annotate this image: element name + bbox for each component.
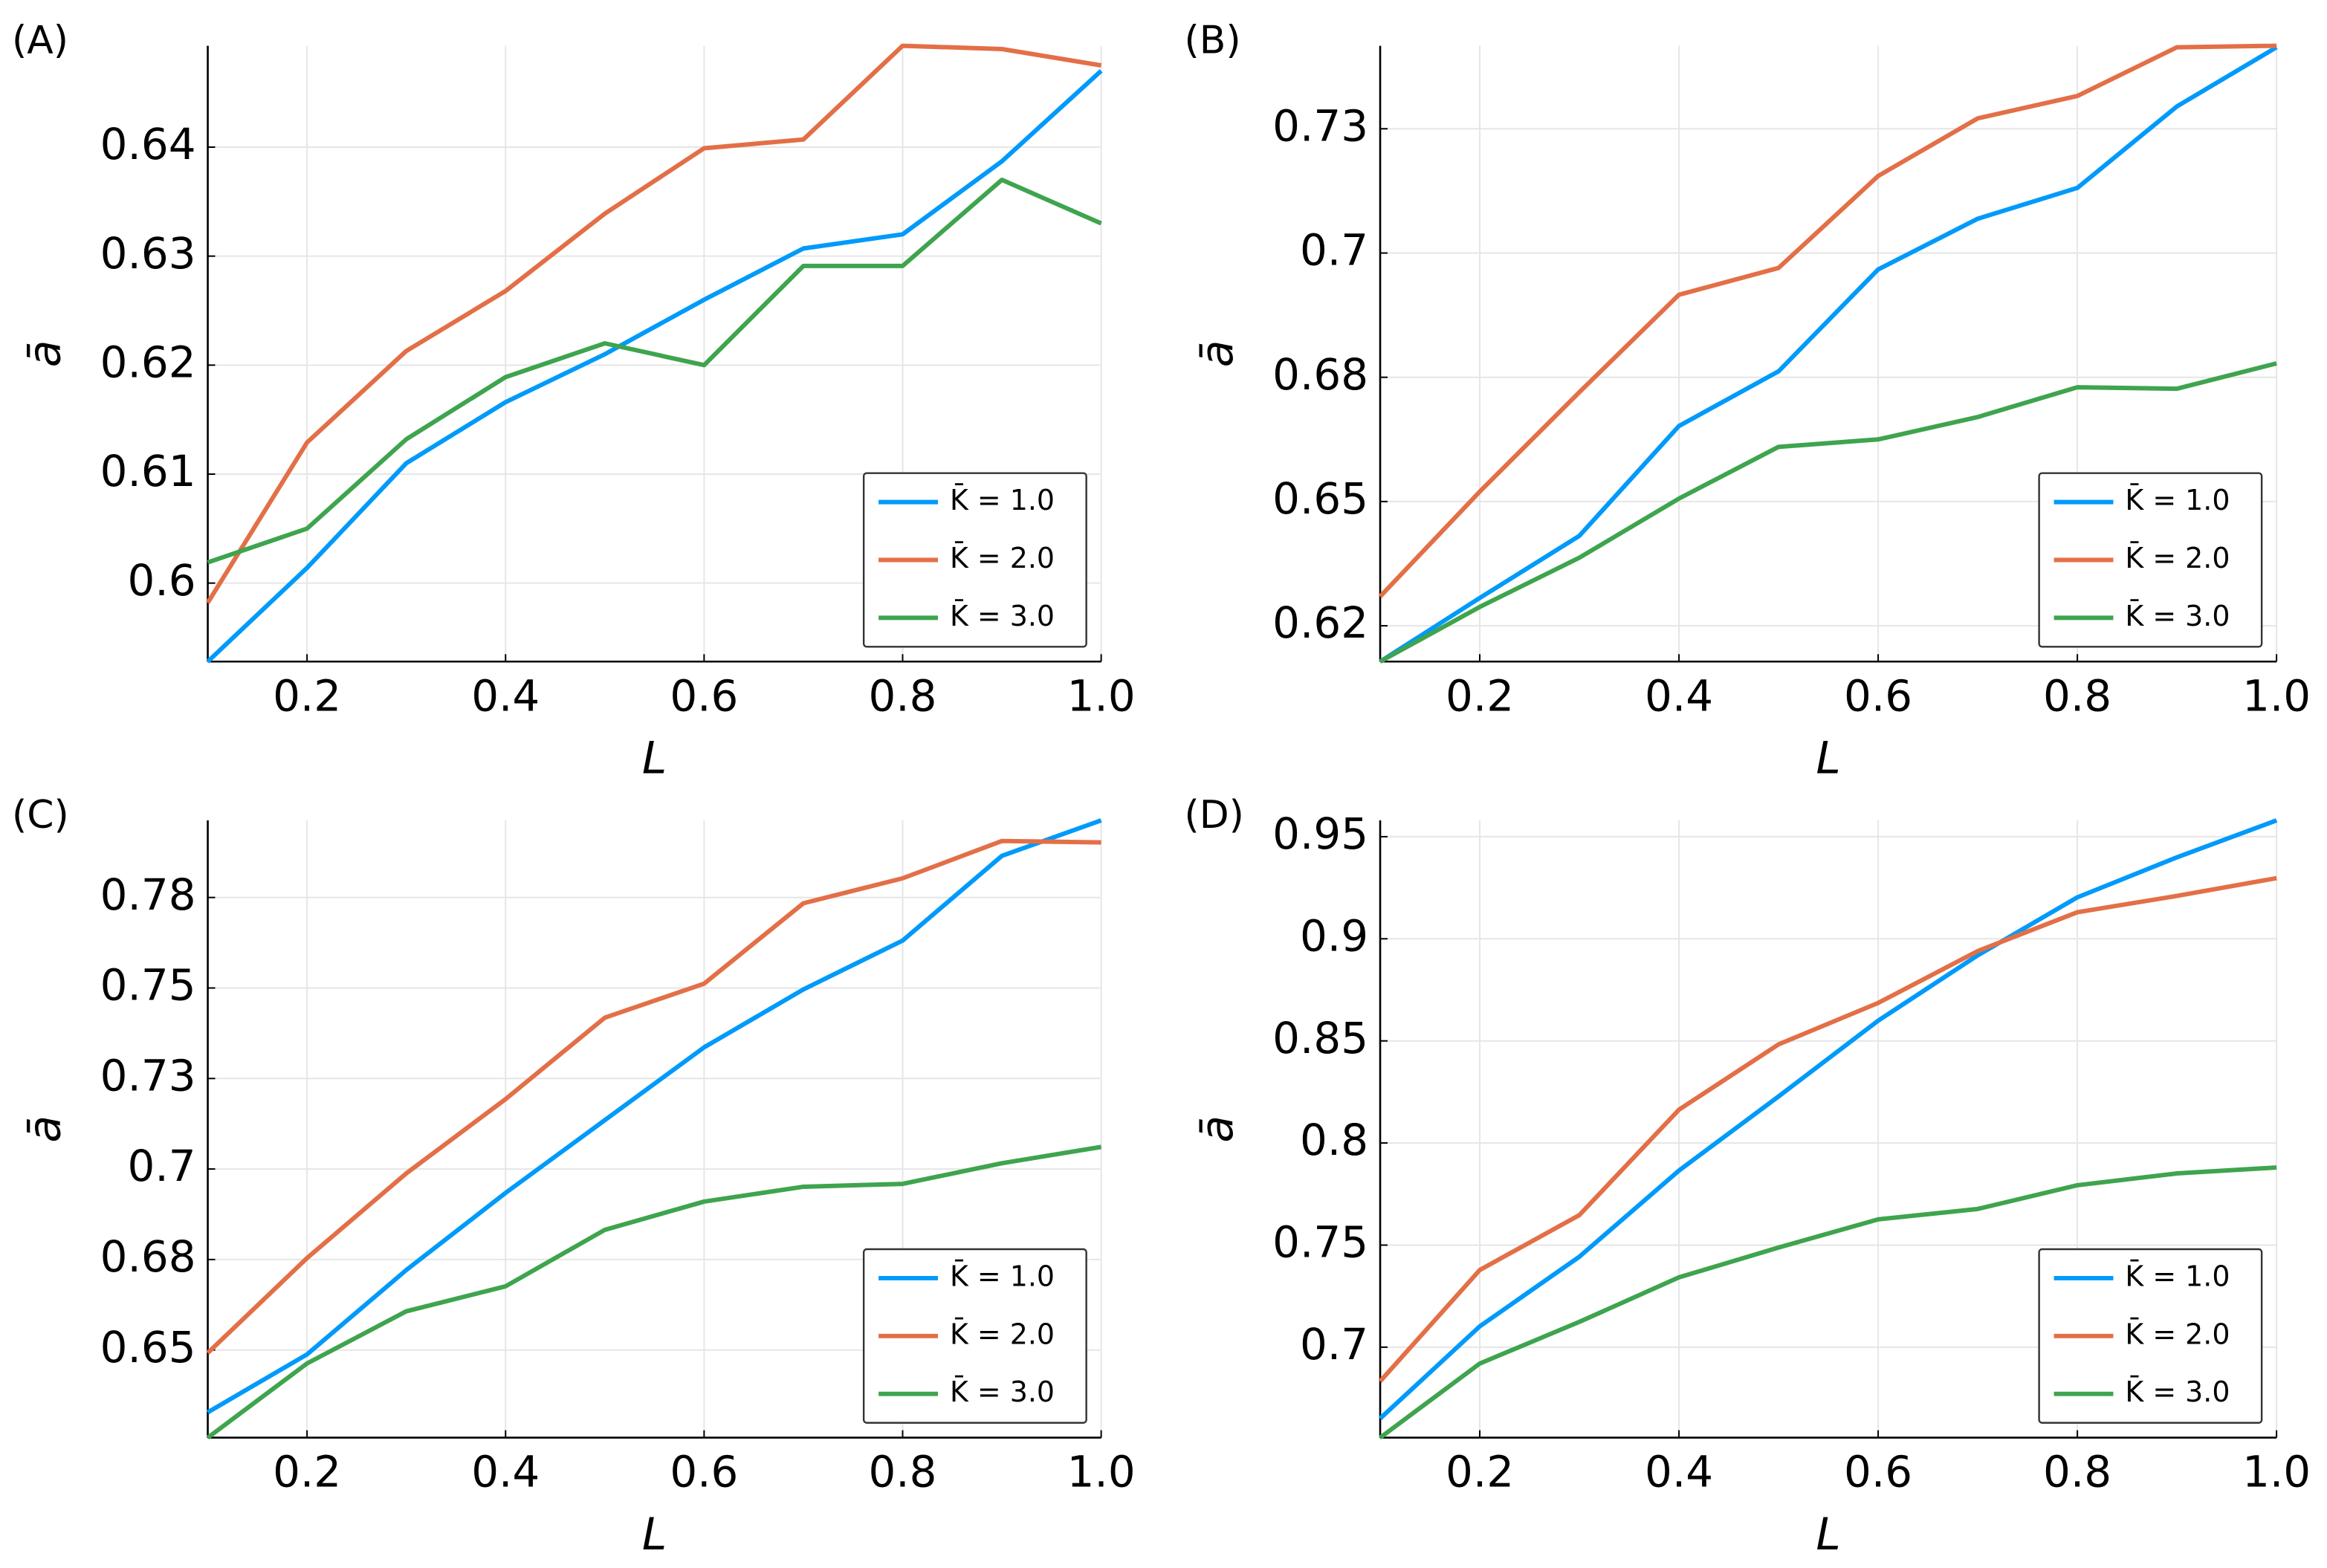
legend-label: K̄ = 2.0 [950,1318,1055,1350]
legend-box [2038,1248,2263,1424]
y-tick-label: 0.65 [1272,473,1368,524]
y-tick-label: 0.63 [100,228,196,279]
x-tick-label: 0.4 [1645,670,1713,721]
legend-box [862,472,1087,648]
x-tick-label: 0.6 [1844,1447,1912,1497]
x-tick-label: 0.6 [670,1447,738,1497]
x-tick-label: 0.6 [1844,670,1912,721]
series-line [1379,818,2278,1420]
legend-label: K̄ = 1.0 [2125,484,2230,516]
series-line [1379,45,2278,664]
x-tick-label: 0.2 [1446,670,1514,721]
legend-label: K̄ = 1.0 [950,484,1055,516]
x-tick-label: 0.2 [273,1447,341,1497]
y-tick-label: 0.7 [1300,1319,1368,1370]
y-tick-label: 0.78 [100,869,196,920]
x-tick-label: 0.4 [471,670,540,721]
y-tick-label: 0.68 [1272,349,1368,400]
x-tick-label: 0.8 [868,670,936,721]
panel-label: (C) [12,793,69,838]
x-tick-label: 0.4 [471,1447,540,1497]
series-line [1379,361,2277,664]
y-tick-label: 0.62 [1272,597,1368,648]
series-line [206,838,1101,1355]
y-tick-label: 0.8 [1300,1115,1368,1165]
series-line [1378,875,2277,1383]
y-tick-label: 0.9 [1300,910,1368,961]
y-axis-label: ā [1191,340,1243,368]
panel: 0.2 0.4 0.6 0.8 1.0 0.65 0.68 0.7 0.73 0.75 0.78 (C… [12,793,1136,1561]
series-line [206,43,1102,604]
panel-label: (A) [12,19,68,63]
legend-label: K̄ = 2.0 [2125,542,2230,574]
y-tick-label: 0.68 [100,1231,196,1282]
legend-label: K̄ = 2.0 [950,542,1055,574]
x-tick-label: 0.8 [868,1447,936,1497]
y-tick-label: 0.7 [1300,225,1368,276]
y-tick-label: 0.95 [1272,809,1368,859]
y-tick-label: 0.73 [1272,100,1368,151]
legend-label: K̄ = 3.0 [950,1376,1055,1408]
x-tick-label: 0.2 [273,670,341,721]
y-axis-label: ā [1191,1115,1243,1143]
legend-label: K̄ = 3.0 [2125,1376,2230,1408]
panel: 0.2 0.4 0.6 0.8 1.0 0.6 0.61 0.62 0.63 0.64 (A) Lā K… [12,19,1136,785]
series-line [206,1144,1102,1439]
x-tick-label: 1.0 [1067,670,1136,721]
series-line [1378,43,2277,598]
series-line [206,69,1103,664]
y-tick-label: 0.75 [100,960,196,1011]
x-tick-label: 0.4 [1645,1447,1713,1497]
x-axis-label: L [1816,1509,1840,1561]
x-tick-label: 1.0 [2242,670,2311,721]
x-axis-label: L [642,733,667,785]
x-tick-label: 0.2 [1446,1447,1514,1497]
legend-label: K̄ = 3.0 [2125,600,2230,632]
legend-box [2038,472,2263,648]
y-tick-label: 0.62 [100,337,196,387]
series-line [207,177,1102,565]
y-tick-label: 0.75 [1272,1217,1368,1268]
x-tick-label: 0.8 [2043,1447,2111,1497]
x-tick-label: 1.0 [1067,1447,1136,1497]
y-axis-label: ā [19,1115,71,1143]
legend-label: K̄ = 3.0 [950,600,1055,632]
legend-box [862,1248,1087,1424]
y-tick-label: 0.64 [100,119,196,169]
x-tick-label: 1.0 [2242,1447,2311,1497]
y-axis-label: ā [19,340,71,368]
legend-label: K̄ = 2.0 [2125,1318,2230,1350]
y-tick-label: 0.85 [1272,1013,1368,1063]
y-tick-label: 0.7 [128,1141,196,1191]
series-line [1379,1165,2277,1439]
x-axis-label: L [1816,733,1840,785]
panel: 0.2 0.4 0.6 0.8 1.0 0.7 0.75 0.8 0.85 0.9 0.95 (D) L… [1184,793,2311,1561]
legend-label: K̄ = 1.0 [2125,1260,2230,1292]
x-tick-label: 0.6 [670,670,738,721]
series-line [207,818,1102,1415]
panel-label: (D) [1184,793,1243,838]
legend-label: K̄ = 1.0 [950,1260,1055,1292]
x-axis-label: L [642,1509,667,1561]
y-tick-label: 0.73 [100,1050,196,1101]
y-tick-label: 0.65 [100,1322,196,1373]
panel: 0.2 0.4 0.6 0.8 1.0 0.62 0.65 0.68 0.7 0.73 (B) Lā K… [1184,19,2311,785]
y-tick-label: 0.6 [128,555,196,606]
panel-label: (B) [1184,19,1240,63]
x-tick-label: 0.8 [2043,670,2111,721]
y-tick-label: 0.61 [100,446,196,496]
